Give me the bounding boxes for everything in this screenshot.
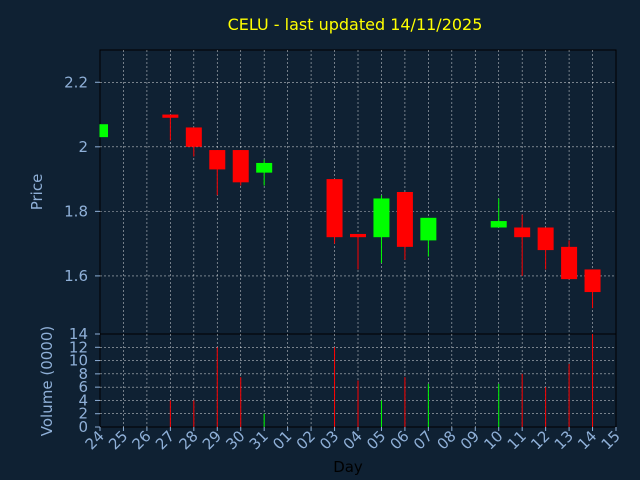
volume-tick-label: 6 [78,378,88,396]
candle-body [162,114,179,118]
candle-body [232,150,249,183]
candle-body [100,124,108,138]
candle-body [420,217,437,241]
volume-tick-label: 12 [69,338,88,356]
price-tick-label: 2.2 [64,73,88,91]
price-panel: 1.6 1.8 2 2.2 [64,49,617,335]
volume-tick-label: 8 [78,365,88,383]
candle-body [490,221,507,228]
candle-body [209,150,226,170]
candle-body [326,179,343,238]
candle-body [256,162,273,173]
volume-tick-label: 4 [78,391,88,409]
price-axis-label: Price [28,174,46,211]
price-tick-label: 1.6 [64,267,88,285]
price-tick-label: 2 [78,138,88,156]
price-tick-label: 1.8 [64,202,88,220]
volume-tick-label: 10 [69,352,88,370]
volume-tick-label: 2 [78,405,88,423]
candle-body [350,233,366,238]
candle-body [561,246,578,280]
chart-title: CELU - last updated 14/11/2025 [228,15,483,34]
volume-axis-label: Volume (0000) [38,326,56,436]
candle-body [396,192,413,247]
x-axis-label: Day [333,458,363,476]
candle-body [514,227,531,238]
candle-body [584,269,601,293]
volume-tick-label: 14 [69,325,88,343]
candle-body [537,227,554,251]
volume-tick-label: 0 [78,418,88,436]
x-axis: 2425262728293031010203040506070809101112… [82,427,624,453]
candle-body [185,127,202,147]
candle-body [373,198,390,238]
